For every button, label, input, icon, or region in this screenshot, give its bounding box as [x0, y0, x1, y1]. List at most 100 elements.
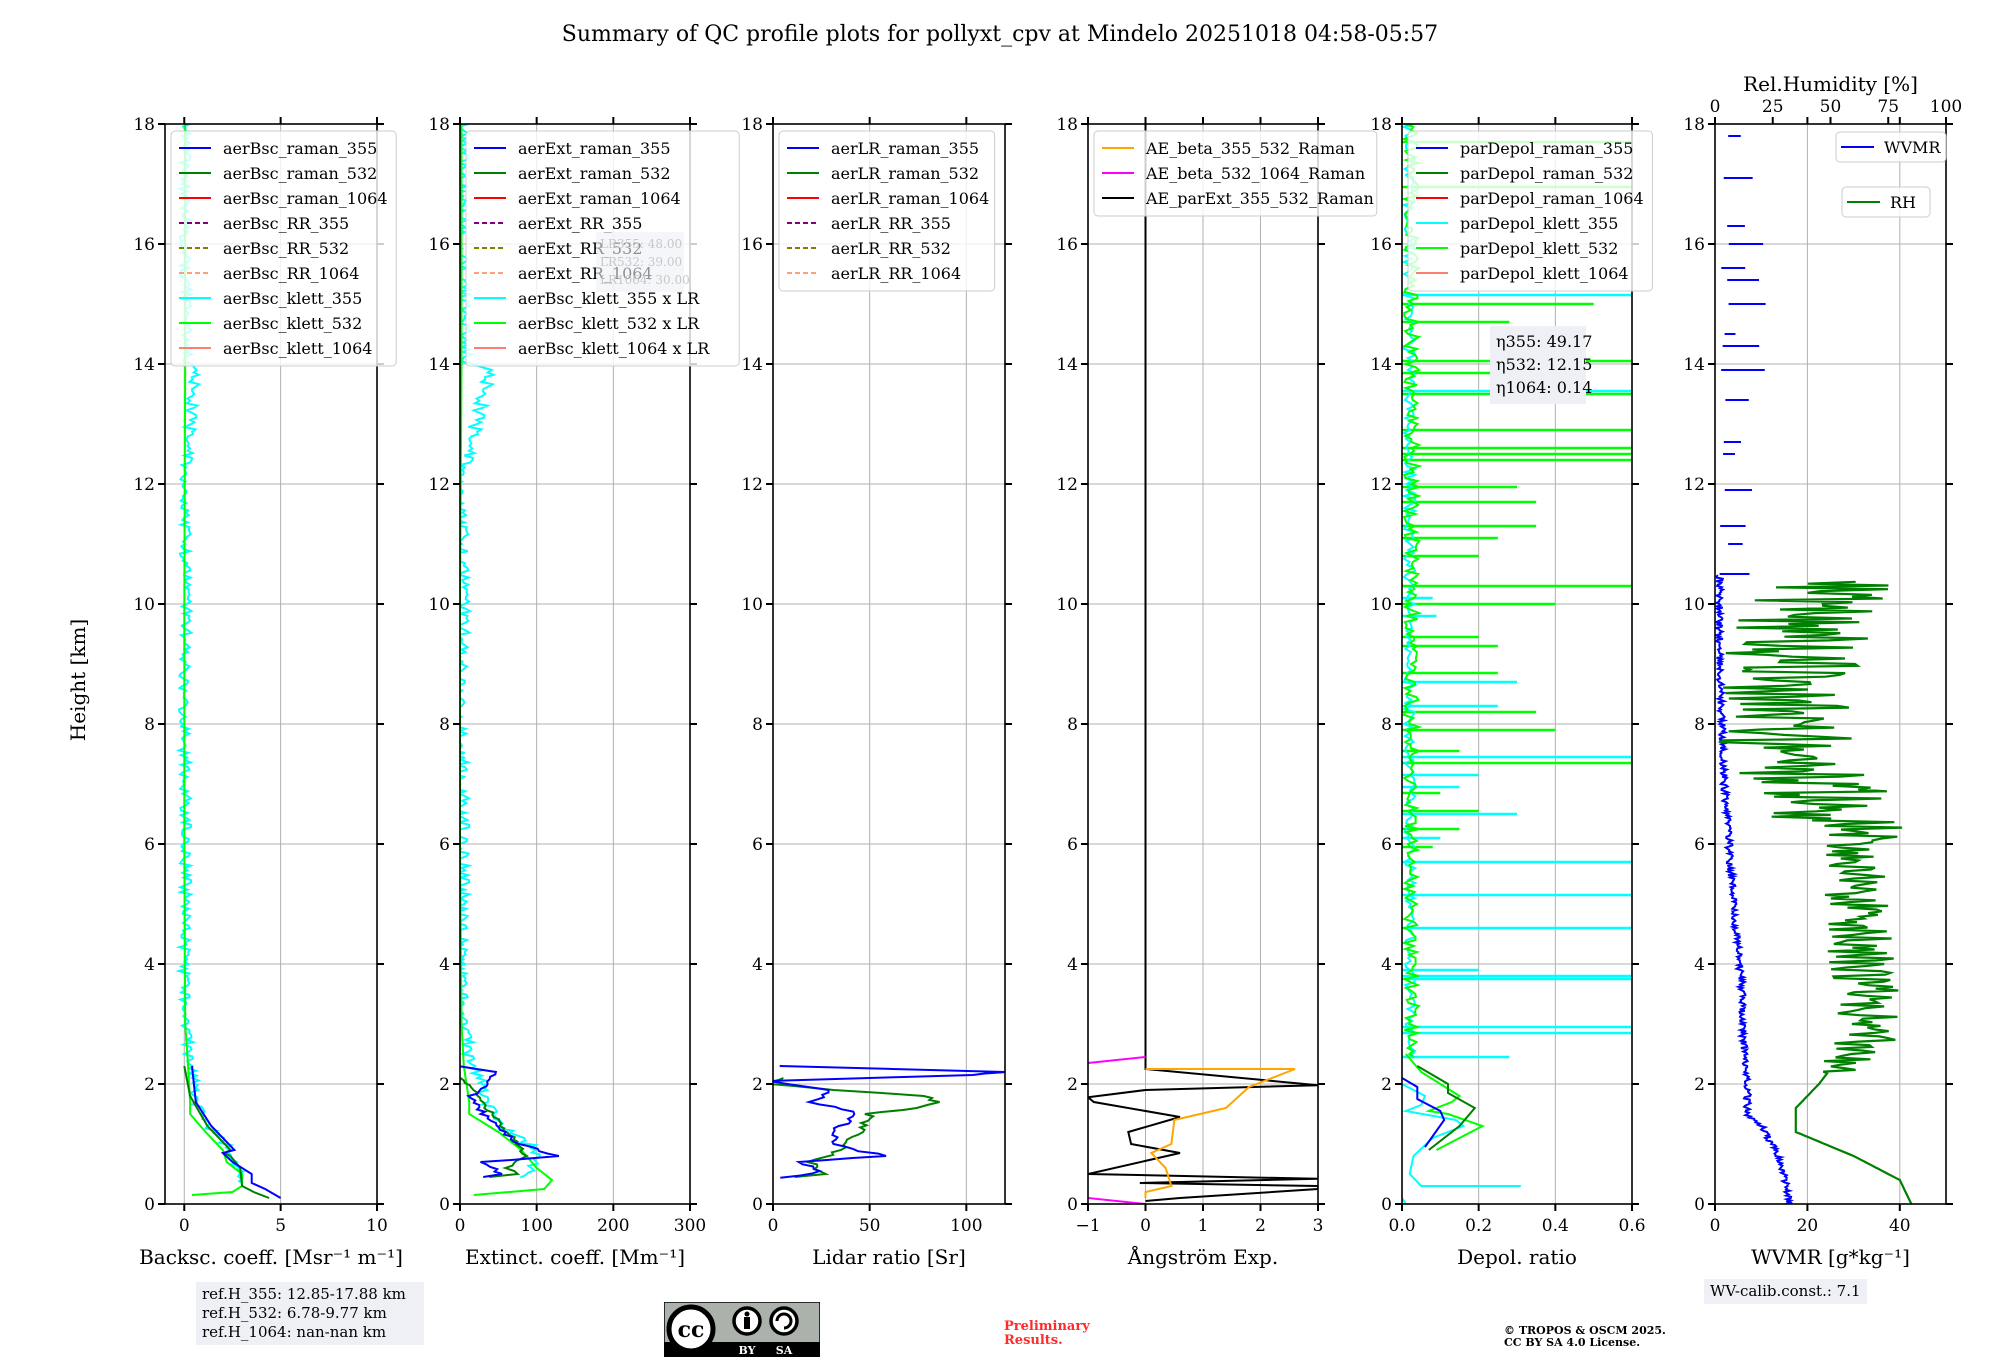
x-tick-label: 0.0 [1388, 1216, 1415, 1236]
series-aerBsc_klett_532 x LR [460, 124, 554, 1196]
legend-label: aerLR_raman_1064 [831, 189, 989, 208]
y-tick-label: 4 [1381, 955, 1392, 975]
top-x-tick-label: 25 [1762, 97, 1784, 117]
series-AE_beta_532_1064_Raman [1088, 1056, 1146, 1064]
y-tick-label: 4 [752, 955, 763, 975]
y-tick-label: 18 [428, 115, 450, 135]
panel-ext: 0 100 200 300 0 2 4 6 8 10 12 14 16 18 Extinct. coeff.… [428, 115, 740, 1269]
legend-label: aerBsc_klett_1064 [223, 339, 372, 358]
y-tick-label: 2 [439, 1075, 450, 1095]
x-tick-label: 100 [950, 1216, 982, 1236]
series-parDepol_raman_355 [1402, 1077, 1446, 1148]
legend-label: aerExt_RR_355 [518, 214, 642, 233]
lidar-ratio-value: LR355: 48.00 [600, 237, 682, 251]
legend-label: aerBsc_RR_1064 [223, 264, 359, 283]
x-axis-label-ext: Extinct. coeff. [Mm⁻¹] [465, 1245, 685, 1269]
x-tick-label: 5 [275, 1216, 286, 1236]
plot-area-ae [1088, 124, 1318, 1204]
y-tick-label: 6 [1381, 835, 1392, 855]
legend-label: aerBsc_raman_355 [223, 139, 377, 158]
ref-height-355: ref.H_355: 12.85-17.88 km [202, 1285, 406, 1303]
figure-title: Summary of QC profile plots for pollyxt_… [561, 22, 1439, 47]
top-x-tick-label: 75 [1877, 97, 1899, 117]
sa-text: SA [776, 1344, 793, 1357]
legend-lr: aerLR_raman_355 aerLR_raman_532 aerLR_rama… [778, 130, 996, 292]
plot-area-lr [773, 1065, 1005, 1179]
legend-depol: parDepol_raman_355 parDepol_raman_532 parD… [1407, 130, 1653, 292]
panel-depol: 0.0 0.2 0.4 0.6 0 2 4 6 8 10 12 14 16 18 Depol. ratio p… [1370, 115, 1653, 1269]
x-tick-label: 2 [1255, 1216, 1266, 1236]
wv-calibration-box: WV-calib.const.: 7.1 [1704, 1279, 1867, 1304]
y-tick-label: 12 [133, 475, 155, 495]
ref-height-1064: ref.H_1064: nan-nan km [202, 1323, 387, 1341]
y-tick-label: 18 [1370, 115, 1392, 135]
y-tick-label: 16 [1370, 235, 1392, 255]
plot-area-ext [460, 124, 560, 1196]
y-tick-label: 2 [1381, 1075, 1392, 1095]
x-tick-label: 40 [1889, 1216, 1911, 1236]
top-x-tick-label: 100 [1930, 97, 1962, 117]
eta-value: η1064: 0.14 [1496, 378, 1592, 397]
y-tick-label: 10 [1683, 595, 1705, 615]
legend-label: aerBsc_klett_532 [223, 314, 362, 333]
y-tick-label: 16 [428, 235, 450, 255]
y-tick-label: 6 [1067, 835, 1078, 855]
x-tick-label: 0.6 [1618, 1216, 1645, 1236]
legend-label: AE_beta_532_1064_Raman [1145, 164, 1365, 183]
y-tick-label: 14 [1370, 355, 1392, 375]
legend-label: aerLR_raman_355 [831, 139, 979, 158]
y-tick-label: 2 [1694, 1075, 1705, 1095]
series-aerBsc_raman_355 [191, 1065, 282, 1199]
x-axis-label-bsc: Backsc. coeff. [Msr⁻¹ m⁻¹] [139, 1245, 403, 1269]
x-tick-label: −1 [1075, 1216, 1100, 1236]
by-text: BY [739, 1344, 756, 1357]
legend-label: parDepol_raman_1064 [1460, 189, 1644, 208]
x-tick-label: 10 [366, 1216, 388, 1236]
y-tick-label: 0 [144, 1195, 155, 1215]
x-tick-label: 0 [1710, 1216, 1721, 1236]
legend-label: parDepol_klett_355 [1460, 214, 1618, 233]
y-tick-label: 8 [1067, 715, 1078, 735]
y-axis-label: Height [km] [66, 618, 90, 742]
legend-label: aerBsc_RR_355 [223, 214, 349, 233]
x-tick-label: 0 [1140, 1216, 1151, 1236]
y-tick-label: 12 [741, 475, 763, 495]
legend-label: parDepol_klett_1064 [1460, 264, 1629, 283]
reference-height-box: ref.H_355: 12.85-17.88 km ref.H_532: 6.7… [196, 1282, 424, 1345]
series-aerExt_raman_532 [460, 1077, 529, 1178]
cc-icon [666, 1304, 716, 1354]
y-tick-label: 18 [133, 115, 155, 135]
legend-label: aerBsc_raman_1064 [223, 189, 388, 208]
lidar-ratio-box [596, 232, 684, 292]
cc-by-sa-license-badge: cc BY SA [664, 1302, 820, 1357]
legend-label: AE_beta_355_532_Raman [1145, 139, 1355, 158]
y-tick-label: 8 [752, 715, 763, 735]
y-tick-label: 18 [1683, 115, 1705, 135]
legend-label: RH [1890, 193, 1916, 212]
y-tick-label: 0 [1381, 1195, 1392, 1215]
axes-frame-depol [1401, 123, 1633, 1205]
series-parDepol_raman_532 [1416, 1065, 1477, 1151]
y-tick-label: 14 [1683, 355, 1705, 375]
x-tick-label: 0.2 [1465, 1216, 1492, 1236]
legend-WVMR [1835, 131, 1947, 163]
eta-value: η355: 49.17 [1496, 332, 1592, 351]
y-tick-label: 10 [428, 595, 450, 615]
series-aerLR_raman_355 [773, 1065, 1005, 1179]
legend-label: aerLR_RR_532 [831, 239, 951, 258]
legend-frame [1407, 130, 1653, 292]
series-AE_beta_532_1064_Raman_low [1088, 1197, 1146, 1204]
legend-ae: AE_beta_355_532_Raman AE_beta_532_1064_Ra… [1093, 130, 1378, 217]
y-tick-label: 6 [752, 835, 763, 855]
eta-value: η532: 12.15 [1496, 355, 1592, 374]
panel-wv: 0 20 40 0 2 4 6 8 10 12 14 16 18 WVMR [g*kg⁻¹] 0 25 50 75… [1683, 72, 1962, 1269]
y-tick-label: 6 [439, 835, 450, 855]
y-tick-label: 14 [428, 355, 450, 375]
y-tick-label: 8 [439, 715, 450, 735]
legend-label: aerBsc_klett_355 [223, 289, 362, 308]
legend-frame [778, 130, 996, 292]
x-axis-label-depol: Depol. ratio [1457, 1245, 1577, 1269]
x-tick-label: 0 [179, 1216, 190, 1236]
